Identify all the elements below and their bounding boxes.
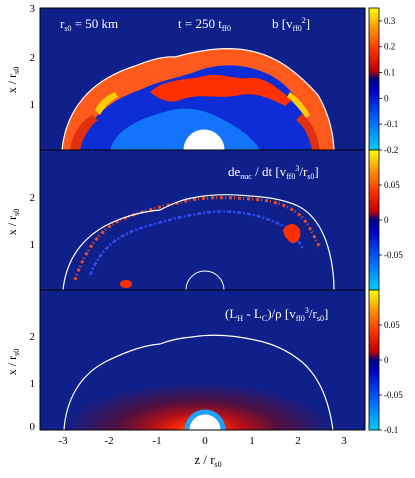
- panel-b-field-lower-red: [70, 114, 320, 150]
- panel-cooling-frame: [39, 289, 366, 431]
- panel-cooling-inner-ring: [184, 409, 226, 430]
- colorbar-tick-label: 0: [384, 93, 389, 103]
- panel-b-header-b: b [vff02]: [272, 16, 310, 33]
- colorbar-tick-label: -0.05: [384, 250, 403, 260]
- panel-cooling: (LH - LC)/ρ [vff03/rs0] 2 1 0 x / rs0 0.…: [5, 289, 403, 435]
- panel-b-header-t: t = 250 tff0: [178, 16, 231, 33]
- panel-cooling-label: (LH - LC)/ρ [vff03/rs0]: [225, 306, 328, 323]
- panel-denuc-label: denuc / dt [vff03/rs0]: [228, 164, 319, 181]
- panel-cooling-colorbar-ticks: 0.05 0 -0.05 -0.1: [379, 320, 403, 435]
- panel-denuc-hotspot: [283, 224, 301, 244]
- colorbar-tick-label: -0.1: [384, 119, 398, 129]
- panel-denuc: denuc / dt [vff03/rs0] 2 1 x / rs0 0.050…: [5, 149, 403, 291]
- colorbar-tick-label: -0.1: [384, 425, 398, 435]
- ytick-3: 3: [30, 3, 36, 15]
- panel-denuc-colorbar: [368, 149, 380, 291]
- xtick-neg3: -3: [58, 435, 68, 447]
- xtick-neg2: -2: [104, 435, 113, 447]
- panel-b-field-yellow-streaks: [95, 92, 310, 118]
- panel-b-shock-front: [61, 48, 335, 150]
- ytick-0: 0: [30, 421, 36, 433]
- colorbar-tick-label: 0.1: [384, 68, 395, 78]
- panel-denuc-yticks: 2 1: [30, 192, 36, 251]
- panel-cooling-shock-front: [63, 334, 334, 430]
- xtick-3: 3: [341, 435, 347, 447]
- panel-b-field-red-streaks: [150, 74, 292, 106]
- panel-denuc-burning-shell-inner: [88, 210, 305, 276]
- panel-b-field-cyan: [110, 108, 260, 150]
- xtick-0: 0: [202, 435, 208, 447]
- panel-b: rs0 = 50 km t = 250 tff0 b [vff02] 3 2 1…: [5, 3, 398, 155]
- ytick-1: 1: [30, 239, 36, 251]
- panel-b-header-r: rs0 = 50 km: [60, 16, 118, 33]
- panel-denuc-ylabel: x / rs0: [5, 209, 21, 235]
- panel-cooling-ylabel: x / rs0: [5, 349, 21, 375]
- ytick-2: 2: [30, 52, 36, 64]
- panel-cooling-colorbar: [368, 289, 380, 431]
- ytick-2: 2: [30, 192, 36, 204]
- xtick-1: 1: [249, 435, 255, 447]
- xtick-2: 2: [295, 435, 301, 447]
- colorbar-tick-label: 0.2: [384, 42, 395, 52]
- ytick-2: 2: [30, 331, 36, 343]
- ytick-1: 1: [30, 99, 36, 111]
- panel-b-colorbar-ticks: 0.3 0.2 0.1 0 -0.1 -0.2: [379, 16, 398, 155]
- colorbar-tick-label: 0.3: [384, 16, 396, 26]
- panel-b-ylabel: x / rs0: [5, 67, 21, 93]
- panel-denuc-background: [40, 150, 365, 290]
- colorbar-tick-label: 0.05: [384, 180, 400, 190]
- panel-cooling-yticks: 2 1 0: [30, 331, 36, 433]
- panel-b-yticks: 3 2 1: [30, 3, 36, 111]
- colorbar-tick-label: -0.2: [384, 145, 398, 155]
- colorbar-tick-label: 0.05: [384, 320, 400, 330]
- xtick-neg1: -1: [152, 435, 161, 447]
- colorbar-tick-label: 0: [384, 215, 389, 225]
- panel-denuc-shock-front: [62, 194, 335, 290]
- ytick-1: 1: [30, 378, 36, 390]
- panel-b-colorbar: [368, 7, 380, 151]
- panel-denuc-colorbar-ticks: 0.05 0 -0.05: [379, 180, 403, 260]
- panel-denuc-burning-shell: [73, 196, 322, 281]
- panel-b-inner-boundary: [183, 129, 225, 150]
- panel-denuc-small-blob: [120, 280, 132, 288]
- colorbar-tick-label: 0: [384, 355, 389, 365]
- colorbar-tick-label: -0.05: [384, 390, 403, 400]
- x-axis-label: z / rs0: [194, 452, 221, 469]
- x-axis: -3 -2 -1 0 1 2 3 z / rs0: [58, 435, 347, 469]
- panel-cooling-heated-region: [64, 335, 333, 430]
- panel-denuc-inner-boundary: [185, 270, 225, 290]
